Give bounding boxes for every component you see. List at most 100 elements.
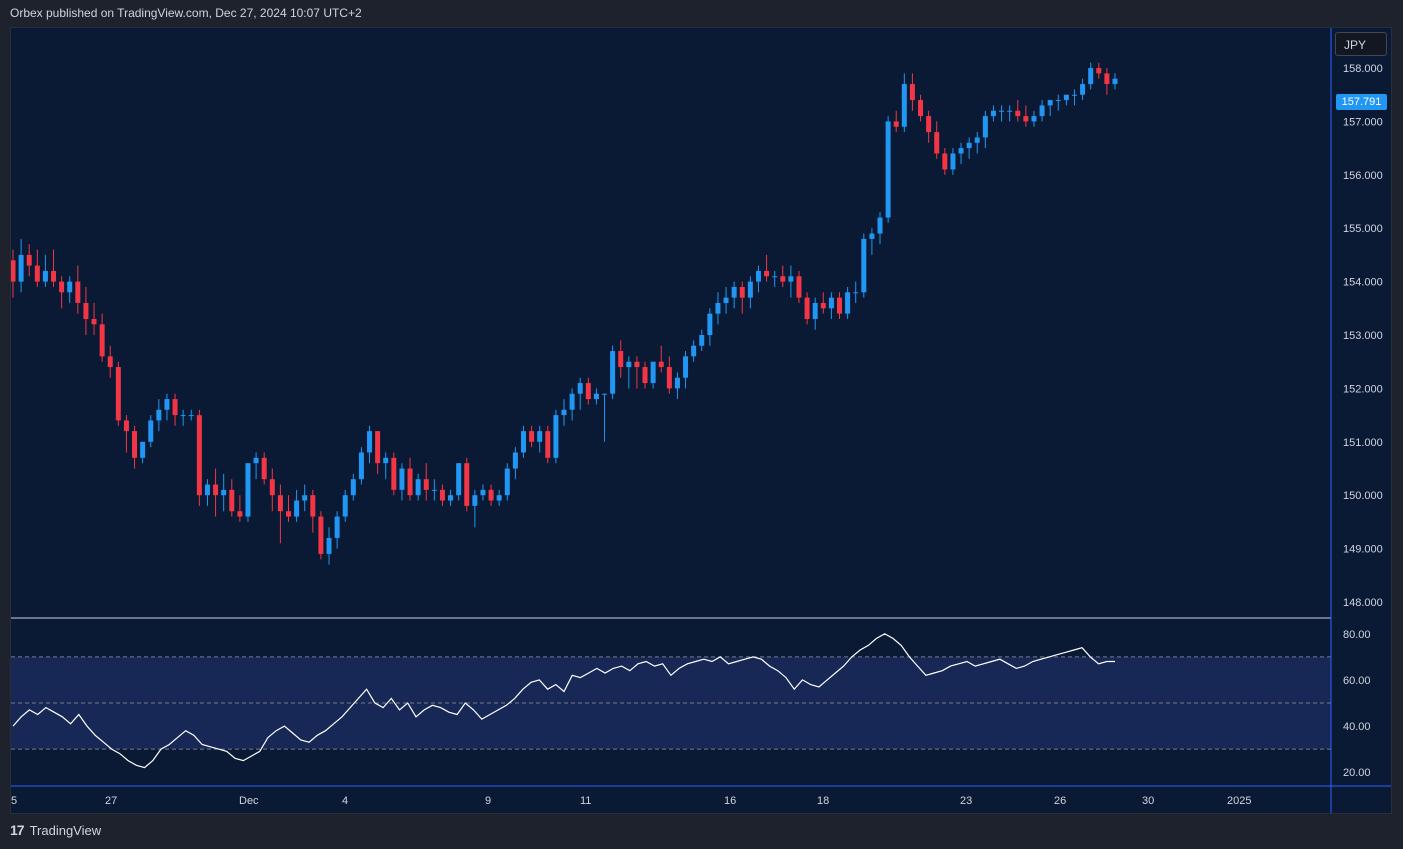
candle (772, 270, 778, 287)
candle-body (674, 377, 680, 389)
candle (350, 473, 356, 501)
price-tick-label: 153.000 (1343, 330, 1383, 342)
candle (107, 345, 113, 378)
candle (229, 479, 235, 517)
candle (99, 313, 105, 362)
candle (934, 121, 940, 159)
candle-body (1047, 100, 1053, 106)
candle-body (569, 393, 575, 410)
candle (764, 254, 770, 282)
candle-body (804, 297, 810, 319)
candle (869, 228, 875, 255)
candle-body (610, 351, 616, 394)
candle-body (634, 361, 640, 368)
candle-body (83, 302, 89, 319)
candle-body (367, 431, 373, 453)
candle-body (699, 335, 705, 346)
candle (1055, 94, 1061, 111)
candle-body (585, 383, 591, 400)
price-tick-label: 158.000 (1343, 63, 1383, 75)
candle (999, 105, 1005, 122)
candle-body (245, 463, 251, 517)
candle (853, 281, 859, 303)
candle-body (723, 297, 729, 303)
candle-body (926, 116, 932, 133)
candle-body (456, 463, 462, 496)
tradingview-logo[interactable]: 17 TradingView (10, 822, 101, 838)
candle (59, 276, 65, 309)
candle (1071, 89, 1077, 106)
rsi-tick-label: 60.00 (1343, 675, 1371, 687)
candle-body (593, 393, 599, 400)
candle-body (512, 452, 518, 469)
candle-body (407, 468, 413, 496)
price-tick-label: 155.000 (1343, 223, 1383, 235)
candle (755, 265, 761, 293)
candle-body (99, 324, 105, 357)
candle (358, 447, 364, 485)
candle-body (107, 356, 113, 368)
candle (982, 110, 988, 149)
candle-body (853, 292, 859, 294)
candle-body (123, 420, 129, 432)
time-tick-label: 27 (105, 795, 117, 807)
candle (650, 361, 656, 389)
candle (294, 489, 300, 522)
price-tick-label: 156.000 (1343, 170, 1383, 182)
candle-body (156, 409, 162, 421)
candle (277, 484, 283, 544)
time-axis: 5 27 Dec 4 9 11 16 18 23 26 30 2025 (11, 795, 1251, 807)
candle (26, 244, 32, 277)
candle (1096, 62, 1102, 79)
candle-body (529, 431, 535, 442)
candle-body (342, 495, 348, 517)
candle (537, 425, 543, 453)
candle (439, 484, 445, 506)
candle-body (602, 393, 608, 395)
candle (407, 457, 413, 501)
candle-body (626, 361, 632, 368)
candle-body (75, 281, 81, 303)
candle (909, 73, 915, 111)
candle (132, 425, 138, 469)
candle (480, 484, 486, 501)
candle-body (261, 457, 267, 480)
candle (658, 345, 664, 373)
candle (1007, 105, 1013, 122)
currency-button[interactable]: JPY (1335, 32, 1387, 56)
candle (148, 415, 154, 448)
candle-body (796, 276, 802, 298)
candle (456, 463, 462, 501)
candle-body (715, 302, 721, 314)
candle-body (999, 110, 1005, 112)
candle (1031, 110, 1037, 127)
candle (204, 479, 210, 506)
candle (115, 361, 121, 426)
candle (472, 489, 478, 528)
candle (642, 361, 648, 389)
candle-body (318, 516, 324, 554)
candle (83, 286, 89, 336)
candle (691, 340, 697, 362)
chart-canvas[interactable]: 158.000 157.000 156.000 155.000 154.000 153.0… (11, 28, 1391, 813)
candle (926, 110, 932, 143)
candle (1080, 78, 1086, 101)
chart-area[interactable]: 158.000 157.000 156.000 155.000 154.000 153.0… (10, 27, 1392, 814)
candle-body (1104, 73, 1110, 85)
candle (423, 463, 429, 501)
candle (885, 116, 891, 223)
candle (828, 292, 834, 319)
candle (942, 148, 948, 175)
candle-body (966, 142, 972, 149)
candle (504, 463, 510, 501)
candle (431, 479, 437, 501)
candle (334, 511, 340, 549)
candle-body (213, 484, 219, 496)
tradingview-icon: 17 (10, 822, 25, 838)
candle (221, 473, 227, 512)
candle (213, 468, 219, 517)
candle-body (707, 313, 713, 336)
candle-body (764, 270, 770, 277)
candle (1047, 100, 1053, 117)
candle-body (34, 265, 40, 282)
